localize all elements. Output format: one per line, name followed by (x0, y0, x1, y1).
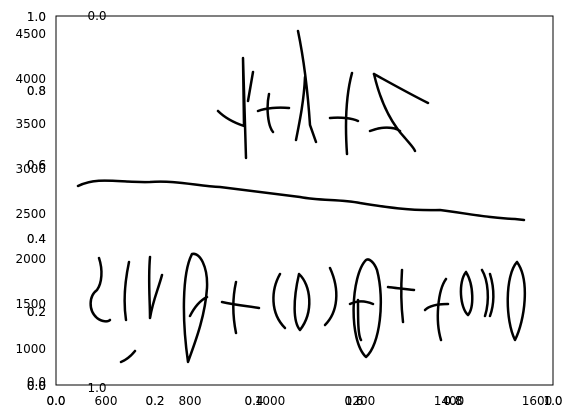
stray-label: 0.0 (46, 394, 65, 408)
base-x-tick: 0.6 (344, 394, 363, 408)
base-y-tick: 0.6 (27, 158, 46, 172)
ink-stroke (488, 272, 495, 318)
ink-stroke (220, 300, 261, 310)
secondary-y-ticks: 0.0 0.2 0.4 0.6 0.8 1.0 (27, 10, 46, 393)
ink-x-ticks: 600 800 1000 1200 1400 1600 (95, 394, 553, 408)
ink-stroke (328, 116, 360, 123)
base-y-tick: 1.0 (27, 10, 46, 24)
ink-x-tick: 1400 (434, 394, 465, 408)
ink-x-tick: 800 (179, 394, 202, 408)
ink-y-tick: 1000 (15, 342, 46, 356)
ink-stroke (436, 277, 448, 342)
ink-stroke (232, 280, 238, 335)
secondary-y-tick: 0.4 (27, 232, 46, 246)
ink-stroke (372, 72, 430, 105)
stray-label: 1.0 (87, 381, 106, 395)
stray-label: 0.0 (27, 375, 46, 389)
ink-stroke (323, 266, 338, 327)
secondary-x-tick: 0.8 (443, 394, 462, 408)
stray-label: 0.0 (27, 379, 46, 393)
ink-y-ticks: 0 1000 1500 2000 2500 3000 3500 4000 450… (15, 27, 46, 393)
ink-stroke (459, 270, 474, 317)
ink-stroke (400, 268, 405, 324)
ink-stroke (296, 29, 318, 144)
base-x-tick: 0.8 (443, 394, 462, 408)
ink-y-tick: 4500 (15, 27, 46, 41)
secondary-x-tick: 0.2 (145, 394, 164, 408)
ink-stroke (352, 258, 383, 359)
stray-labels: 0.0 1.0 0.0 0.0 0.0 (27, 9, 107, 408)
base-x-tick: 0.4 (244, 394, 263, 408)
ink-y-tick: 2500 (15, 207, 46, 221)
secondary-y-tick: 0.2 (27, 305, 46, 319)
base-x-tick: 0.2 (145, 394, 164, 408)
ink-stroke (256, 106, 291, 113)
ink-stroke (89, 256, 112, 323)
base-y-tick: 0.2 (27, 305, 46, 319)
base-x-tick: 1.0 (543, 394, 562, 408)
ink-y-tick: 1500 (15, 297, 46, 311)
ink-stroke (147, 255, 164, 320)
base-y-ticks: 0.0 0.2 0.4 0.6 0.8 1.0 (27, 10, 46, 393)
secondary-x-tick: 0.0 (46, 394, 65, 408)
ink-stroke (182, 252, 209, 364)
ink-stroke (246, 70, 255, 103)
ink-y-tick: 3500 (15, 117, 46, 131)
ink-stroke (188, 295, 209, 318)
ink-stroke (294, 75, 307, 142)
ink-stroke (293, 272, 311, 332)
ink-stroke (344, 71, 354, 156)
secondary-x-tick: 0.6 (344, 394, 363, 408)
secondary-y-tick: 0.6 (27, 158, 46, 172)
ink-x-tick: 1000 (255, 394, 286, 408)
ink-stroke (119, 349, 137, 364)
ink-x-tick: 600 (95, 394, 118, 408)
secondary-y-tick: 1.0 (27, 10, 46, 24)
ink-stroke (423, 302, 450, 312)
ink-x-tick: 1200 (345, 394, 376, 408)
secondary-y-tick: 0.8 (27, 84, 46, 98)
secondary-x-ticks: 0.0 0.2 0.4 0.6 0.8 1.0 (46, 394, 562, 408)
handwriting-strokes (76, 29, 527, 364)
ink-y-tick: 2000 (15, 252, 46, 266)
ink-stroke (123, 260, 131, 322)
ink-stroke (76, 179, 526, 222)
ink-stroke (506, 260, 527, 342)
base-y-tick: 0.8 (27, 84, 46, 98)
ink-stroke (266, 92, 275, 134)
secondary-x-tick: 0.4 (244, 394, 263, 408)
base-y-tick: 0.0 (27, 379, 46, 393)
ink-stroke (372, 72, 417, 153)
stray-label: 0.0 (87, 9, 106, 23)
ink-y-tick: 3000 (15, 162, 46, 176)
base-x-tick: 0.0 (46, 394, 65, 408)
ink-stroke (272, 272, 287, 330)
base-x-ticks: 0.0 0.2 0.4 0.6 0.8 1.0 (46, 394, 562, 408)
ink-stroke (356, 298, 363, 342)
secondary-x-tick: 1.0 (543, 394, 562, 408)
ink-stroke (216, 56, 248, 160)
base-y-tick: 0.4 (27, 232, 46, 246)
plot-frame (55, 15, 554, 386)
ink-y-tick: 0 (38, 379, 46, 393)
ink-stroke (368, 126, 402, 133)
secondary-y-tick: 0.0 (27, 379, 46, 393)
ink-x-tick: 1600 (522, 394, 553, 408)
ink-stroke (348, 300, 375, 306)
ink-y-tick: 4000 (15, 72, 46, 86)
ink-stroke (480, 268, 490, 318)
